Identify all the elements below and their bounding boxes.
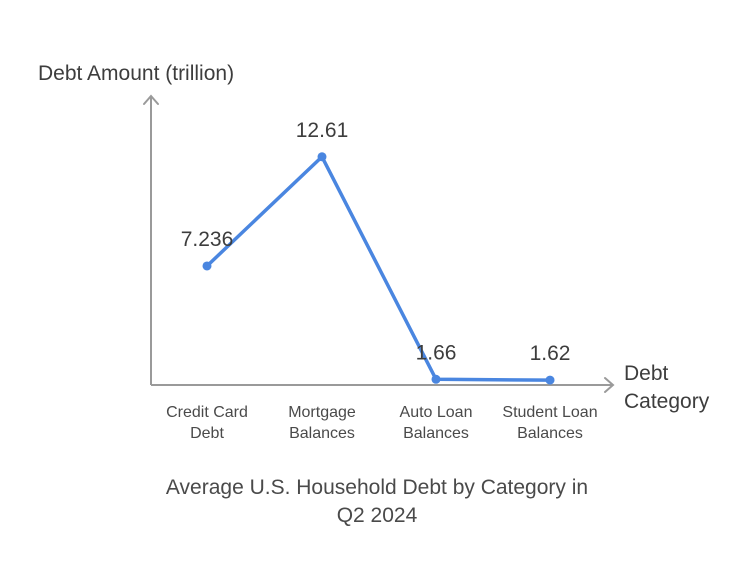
data-label: 7.236 — [181, 228, 234, 251]
y-axis-title: Debt Amount (trillion) — [38, 62, 234, 85]
x-tick-label: Credit Card — [166, 404, 248, 421]
data-label: 1.62 — [530, 342, 571, 365]
data-label: 1.66 — [416, 341, 457, 364]
series-line — [205, 155, 552, 382]
data-point — [545, 375, 555, 385]
x-axis-arrow-icon — [604, 377, 615, 393]
data-label: 12.61 — [296, 119, 349, 142]
series-layer — [202, 152, 555, 385]
data-point — [202, 261, 212, 271]
x-axis-title-line: Category — [624, 390, 710, 413]
chart-title-line: Q2 2024 — [337, 504, 418, 527]
data-point — [431, 374, 441, 384]
data-point — [317, 152, 327, 162]
chart-title-line: Average U.S. Household Debt by Category … — [166, 476, 588, 499]
x-axis-title-line: Debt — [624, 362, 669, 385]
x-tick-label: Student Loan — [502, 404, 597, 421]
label-layer: Debt Amount (trillion) Debt Category Credit… — [38, 62, 710, 527]
x-tick-label: Auto Loan — [400, 404, 473, 421]
x-tick-label: Balances — [403, 425, 469, 442]
x-tick-label: Debt — [190, 425, 224, 442]
chart-axes — [143, 94, 615, 393]
x-tick-label: Balances — [289, 425, 355, 442]
x-tick-label: Balances — [517, 425, 583, 442]
x-tick-label: Mortgage — [288, 404, 356, 421]
y-axis-arrow-icon — [143, 94, 159, 105]
